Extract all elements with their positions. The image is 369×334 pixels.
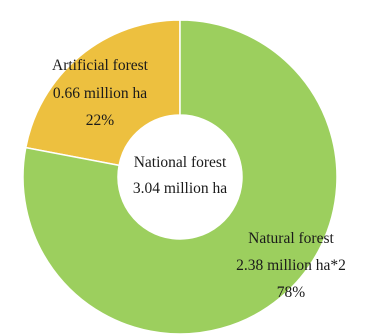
slice-natural-forest (22, 19, 338, 334)
slice-label-natural-value: 2.38 million ha*2 (236, 257, 346, 274)
slice-label-artificial-value: 0.66 million ha (53, 85, 147, 102)
slice-label-artificial-percent: 22% (86, 112, 115, 129)
slice-label-natural-name: Natural forest (248, 230, 334, 247)
center-label-value: 3.04 million ha (133, 180, 227, 197)
center-label-title: National forest (134, 154, 227, 171)
slices-group (22, 19, 338, 334)
slice-label-natural-percent: 78% (277, 284, 306, 301)
slice-artificial-forest (24, 19, 181, 167)
slice-label-artificial-name: Artificial forest (52, 57, 149, 74)
